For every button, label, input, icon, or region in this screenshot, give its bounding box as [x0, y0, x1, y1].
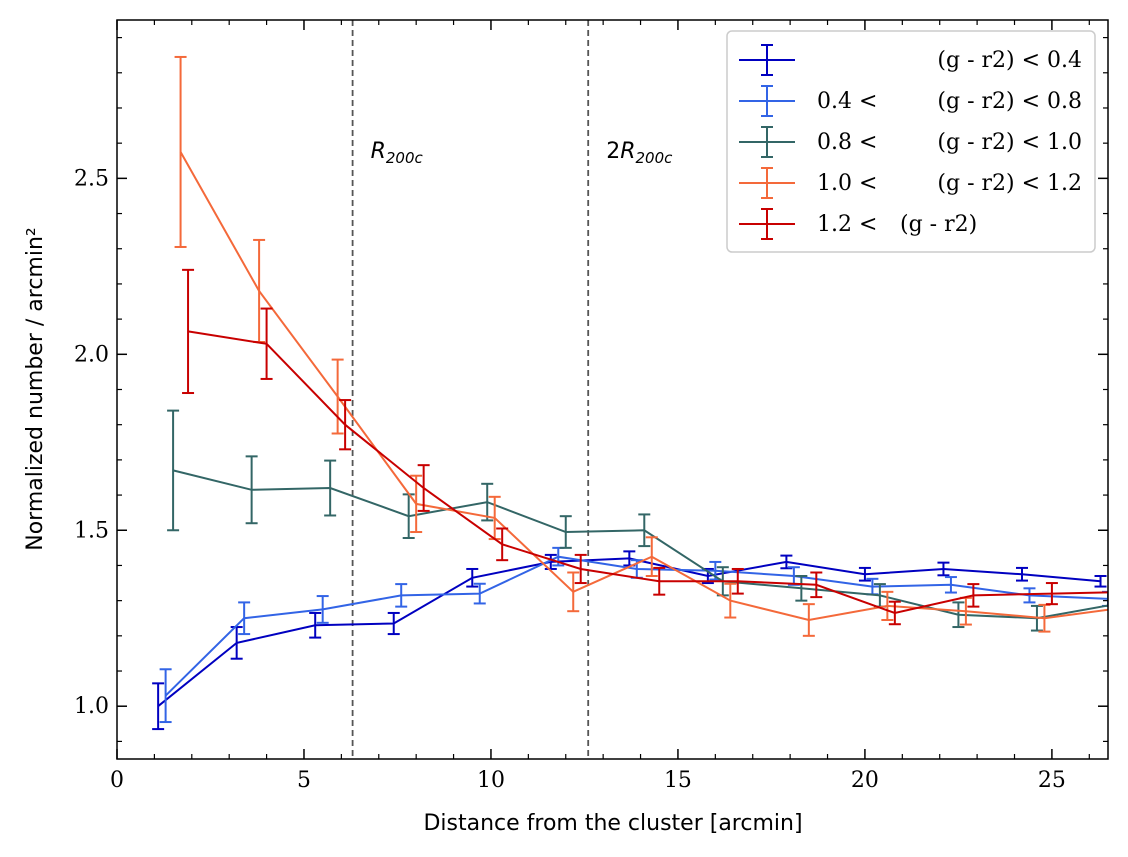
series-4-errorbar [174, 55, 187, 248]
axis-ticks: 0 5 10 15 20 25 1.0 1.5 2.0 2.5 [74, 20, 1108, 793]
annotations: R200c 2R200c [371, 139, 674, 167]
legend-entry-4: 1.0 < (g - r2) < 1.2 [739, 167, 1082, 199]
series-1-errorbar [309, 611, 322, 639]
legend-label-left: 1.0 < [817, 171, 877, 196]
legend-label: (g - r2) < 0.8 [937, 89, 1082, 114]
series-5-errorbar [810, 571, 823, 599]
legend-label: (g - r2) < 0.4 [937, 48, 1082, 73]
series-1-errorbar [1015, 566, 1028, 582]
series-3-errorbar [638, 513, 651, 548]
series-4-errorbar [410, 474, 423, 534]
y-tick-label: 2.5 [74, 166, 109, 191]
series-5-errorbar [653, 566, 666, 596]
series-2-errorbar [316, 595, 329, 624]
series-3-errorbar [245, 455, 258, 525]
vline-label-2: 2R200c [606, 139, 673, 167]
legend-label: (g - r2) < 1.0 [937, 130, 1082, 155]
series-3-errorbar [481, 482, 494, 522]
series-1-errorbar [780, 554, 793, 570]
vline-label-1: R200c [371, 139, 424, 167]
x-tick-label: 10 [477, 768, 505, 793]
series-1-errorbar [152, 682, 165, 731]
legend-label-left: 0.8 < [817, 130, 877, 155]
x-axis-label: Distance from the cluster [arcmin] [423, 811, 802, 836]
series-5-errorbar [574, 553, 587, 585]
series-2-errorbar [395, 583, 408, 608]
series-1-errorbar [1094, 575, 1107, 588]
series-1-errorbar [387, 611, 400, 636]
series-5-errorbar [1045, 582, 1058, 606]
series-2-errorbar [238, 601, 251, 636]
x-tick-label: 25 [1038, 768, 1066, 793]
series-1-errorbar [544, 553, 557, 570]
y-axis-label: Normalized number / arcmin² [23, 227, 48, 550]
x-tick-label: 15 [664, 768, 692, 793]
series-5-errorbar [417, 464, 430, 512]
series-2-errorbar [1023, 587, 1036, 604]
series-1-errorbar [466, 567, 479, 588]
series-4 [174, 55, 1128, 637]
series-5-errorbar [182, 268, 195, 395]
legend-entry-3: 0.8 < (g - r2) < 1.0 [739, 126, 1082, 158]
series-4-errorbar [881, 590, 894, 621]
series-4-errorbar [1117, 594, 1128, 621]
legend-label: (g - r2) < 1.2 [937, 171, 1082, 196]
series-4-errorbar [331, 358, 344, 435]
x-tick-label: 5 [297, 768, 311, 793]
legend-entry-1: (g - r2) < 0.4 [739, 44, 1082, 76]
series-5-errorbar [339, 399, 352, 451]
series-1-errorbar [937, 561, 950, 577]
series-5-errorbar [1124, 581, 1128, 602]
series-2-errorbar [159, 668, 172, 724]
legend-entry-5: 1.2 < (g - r2) [739, 208, 977, 240]
series-3-errorbar [324, 459, 337, 517]
x-tick-label: 0 [110, 768, 124, 793]
series-3-errorbar [795, 575, 808, 602]
legend-box [726, 30, 1096, 253]
series-5-errorbar [731, 567, 744, 595]
series-5-errorbar [967, 583, 980, 608]
series-4-errorbar [645, 536, 658, 578]
series-5-errorbar [260, 307, 273, 380]
series-4-errorbar [724, 582, 737, 619]
y-tick-label: 1.5 [74, 518, 109, 543]
series-4-errorbar [802, 603, 815, 637]
series-5 [182, 268, 1128, 626]
series-3-errorbar [167, 409, 180, 532]
series-2-errorbar [473, 582, 486, 605]
series-layer [152, 55, 1128, 731]
y-tick-label: 2.0 [74, 342, 109, 367]
legend-label: (g - r2) [900, 212, 977, 237]
legend-entry-2: 0.4 < (g - r2) < 0.8 [739, 85, 1082, 117]
series-3-errorbar [952, 601, 965, 629]
series-3-errorbar [1109, 592, 1121, 617]
series-2-errorbar [944, 576, 957, 594]
legend: (g - r2) < 0.4 0.4 < (g - r2) < 0.8 0.8 < (g… [726, 30, 1096, 253]
legend-label-left: 0.4 < [817, 89, 877, 114]
series-5-errorbar [496, 527, 509, 562]
series-3 [167, 409, 1121, 632]
series-4-errorbar [567, 571, 580, 613]
series-5-errorbar [888, 600, 901, 626]
series-1-errorbar [858, 566, 871, 582]
reference-lines [351, 20, 590, 759]
series-1-errorbar [230, 626, 243, 660]
legend-label-left: 1.2 < [817, 212, 877, 237]
x-tick-label: 20 [851, 768, 879, 793]
series-3-errorbar [559, 515, 572, 549]
y-tick-label: 1.0 [74, 694, 109, 719]
